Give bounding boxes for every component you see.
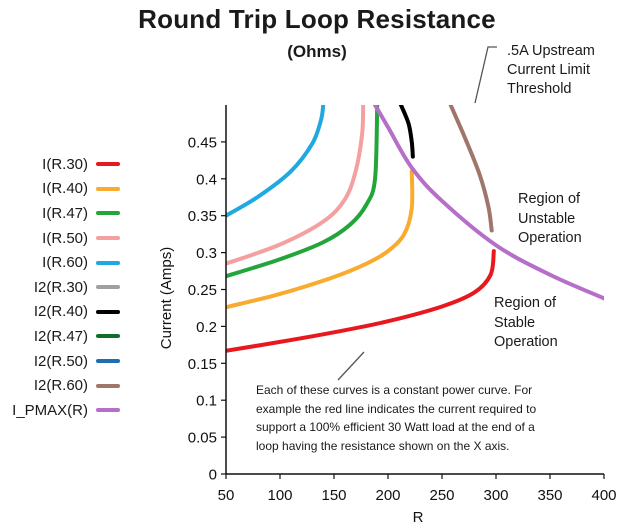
threshold-line-3: Threshold (507, 81, 572, 97)
legend-label: I(R.47) (42, 204, 88, 222)
legend-swatch (96, 334, 120, 339)
y-tick-label: 0.15 (188, 356, 217, 373)
constant-power-note: Each of these curves is a constant power… (256, 381, 636, 455)
legend-label: I2(R.47) (33, 327, 88, 345)
legend-swatch (96, 408, 120, 413)
x-tick-label: 250 (429, 487, 454, 504)
x-tick-label: 300 (483, 487, 508, 504)
legend-item: I(R.40) (8, 177, 120, 202)
y-axis-label: Current (Amps) (158, 247, 175, 350)
threshold-annotation: .5A Upstream Current Limit Threshold (507, 42, 595, 99)
legend-swatch (96, 260, 120, 265)
legend-item: I(R.50) (8, 226, 120, 251)
series-line-i-r-40 (226, 169, 415, 310)
threshold-line-1: .5A Upstream (507, 43, 595, 59)
series-line-i-r-50 (226, 105, 366, 266)
unstable-line-3: Operation (518, 230, 582, 246)
legend-item: I(R.47) (8, 201, 120, 226)
unstable-line-2: Unstable (518, 210, 576, 227)
stable-region-label: Region of Stable Operation (494, 294, 558, 353)
legend-swatch (96, 383, 120, 388)
legend-label: I(R.60) (42, 254, 88, 272)
chart-title: Round Trip Loop Resistance (138, 4, 496, 34)
chart-subtitle: (Ohms) (287, 42, 347, 61)
unstable-region-label: Region of Unstable Operation (518, 190, 582, 249)
threshold-leader-line (474, 46, 497, 104)
y-tick-label: 0.25 (188, 282, 217, 299)
legend-label: I(R.50) (42, 229, 88, 247)
legend-swatch (96, 162, 120, 167)
y-tick-label: 0 (209, 467, 217, 484)
legend-label: I_PMAX(R) (12, 401, 88, 419)
legend-item: I2(R.60) (8, 373, 120, 398)
legend-label: I2(R.30) (33, 278, 88, 296)
legend-swatch (96, 236, 120, 241)
legend: I(R.30) I(R.40) I(R.47) I(R.50) I(R.60) I2(R.… (8, 152, 120, 423)
legend-item: I(R.30) (8, 152, 120, 177)
note-leader-line (337, 351, 365, 381)
y-tick-label: 0.2 (196, 319, 217, 336)
series-line-i-r-60 (226, 105, 326, 218)
legend-swatch (96, 211, 120, 216)
legend-label: I2(R.50) (33, 352, 88, 370)
x-tick-label: 400 (591, 487, 616, 504)
y-tick-label: 0.05 (188, 430, 217, 447)
series-line-i-r-47 (226, 105, 380, 279)
stable-line-3: Operation (494, 334, 558, 350)
threshold-line-2: Current Limit (507, 62, 590, 78)
y-tick-label: 0.1 (196, 393, 217, 410)
x-tick-label: 350 (537, 487, 562, 504)
legend-item: I(R.60) (8, 250, 120, 275)
legend-item: I2(R.50) (8, 349, 120, 374)
legend-label: I(R.30) (42, 155, 88, 173)
x-tick-label: 150 (321, 487, 346, 504)
y-tick-label: 0.4 (196, 171, 217, 188)
series-line-i2-r-40 (398, 105, 415, 159)
legend-item: I2(R.30) (8, 275, 120, 300)
legend-swatch (96, 359, 120, 364)
legend-swatch (96, 285, 120, 290)
legend-item: I_PMAX(R) (8, 398, 120, 423)
legend-swatch (96, 309, 120, 314)
legend-label: I2(R.40) (33, 303, 88, 321)
y-tick-label: 0.3 (196, 245, 217, 262)
legend-item: I2(R.40) (8, 300, 120, 325)
legend-swatch (96, 186, 120, 191)
note-line-1: Each of these curves is a constant power… (256, 383, 533, 397)
series-group (226, 105, 604, 353)
series-line-i-r-30 (226, 249, 496, 353)
note-line-2: example the red line indicates the curre… (256, 401, 537, 416)
note-line-4: loop having the resistance shown on the … (256, 438, 510, 453)
legend-label: I(R.40) (42, 180, 88, 198)
stable-line-1: Region of (494, 295, 557, 311)
x-tick-label: 200 (375, 487, 400, 504)
series-line-i-pmax-r (373, 105, 604, 301)
y-tick-label: 0.45 (188, 134, 217, 151)
series-line-i2-r-60 (448, 105, 494, 233)
legend-label: I2(R.60) (33, 377, 88, 395)
x-axis-label: R (413, 509, 424, 522)
y-tick-label: 0.35 (188, 208, 217, 225)
unstable-line-1: Region of (518, 191, 581, 207)
stable-line-2: Stable (494, 314, 536, 331)
x-tick-label: 100 (267, 487, 292, 504)
note-line-3: support a 100% efficient 30 Watt load at… (256, 420, 535, 434)
legend-item: I2(R.47) (8, 324, 120, 349)
x-tick-label: 50 (218, 487, 235, 504)
